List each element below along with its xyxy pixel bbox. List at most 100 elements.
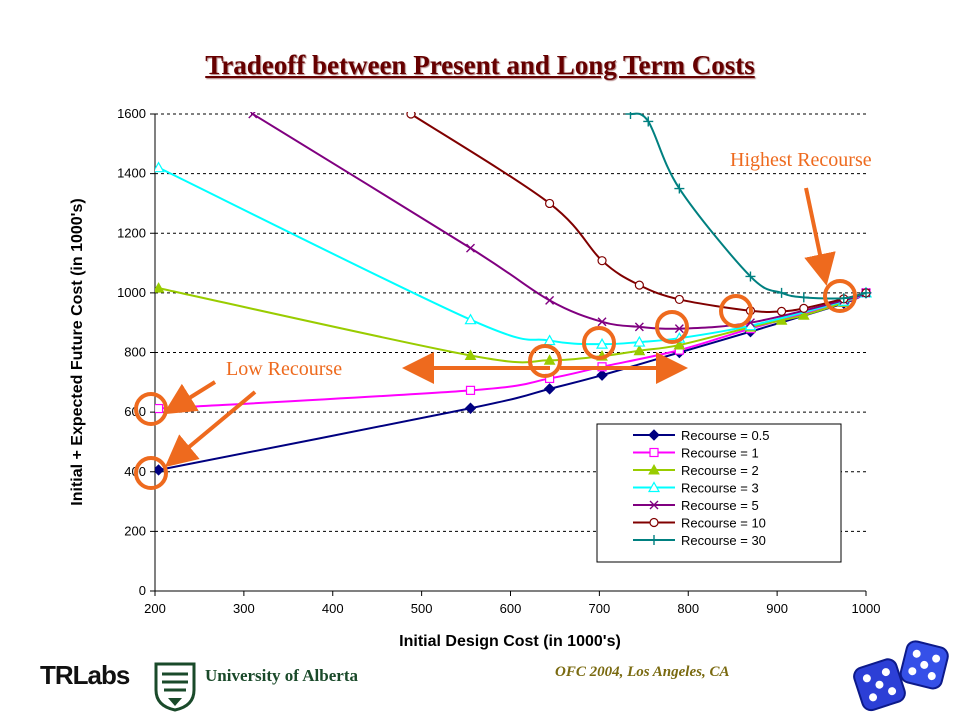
legend-item: Recourse = 1	[633, 446, 759, 461]
legend-item: Recourse = 3	[633, 481, 759, 496]
ua-logo-text: University of Alberta	[205, 666, 358, 685]
data-point	[465, 385, 476, 395]
data-point	[543, 354, 556, 365]
data-point	[634, 280, 644, 290]
gridlines	[155, 113, 866, 532]
highest-recourse-label: Highest Recourse	[730, 149, 872, 171]
data-point	[597, 317, 607, 327]
annotation-arrow	[804, 187, 836, 286]
data-point	[466, 243, 476, 253]
data-point	[797, 309, 810, 320]
data-point	[674, 324, 684, 334]
highlight-circle	[823, 279, 857, 313]
highlight-circle	[134, 456, 168, 490]
data-point	[597, 256, 607, 266]
data-point	[155, 161, 165, 173]
data-point	[543, 334, 556, 346]
data-point	[596, 369, 608, 381]
highlight-circle	[655, 310, 689, 344]
data-point	[776, 287, 787, 298]
legend-item: Recourse = 10	[633, 516, 766, 531]
y-tick-label: 1600	[117, 106, 146, 121]
legend-item: Recourse = 2	[633, 463, 759, 478]
legend: Recourse = 0.5 Recourse = 1 Recourse = 2 Re…	[596, 423, 842, 563]
series-layer	[155, 112, 872, 476]
trlabs-logo: TRLabs	[40, 660, 130, 691]
legend-marker	[648, 429, 660, 441]
data-point	[634, 322, 644, 332]
y-tick-label: 0	[139, 583, 146, 598]
data-point	[673, 339, 686, 350]
legend-item: Recourse = 30	[633, 533, 766, 548]
highlight-circle	[528, 344, 562, 378]
data-point	[674, 183, 685, 194]
series-7	[625, 112, 871, 304]
data-point	[838, 293, 849, 304]
y-tick-label: 1200	[117, 225, 146, 240]
data-point	[545, 295, 555, 305]
annotation-arrow	[164, 390, 257, 468]
y-tick-label: 1400	[117, 166, 146, 181]
data-point	[464, 349, 477, 360]
legend-label: Recourse = 3	[681, 481, 759, 496]
x-tick-label: 200	[144, 601, 166, 616]
data-point	[545, 198, 555, 209]
x-tick-label: 300	[233, 601, 255, 616]
x-tick-label: 1000	[852, 601, 881, 616]
highlight-circle	[582, 326, 616, 360]
legend-label: Recourse = 2	[681, 463, 759, 478]
legend-item: Recourse = 0.5	[633, 428, 770, 443]
data-point	[625, 112, 636, 119]
data-point	[745, 271, 756, 282]
x-tick-label: 600	[500, 601, 522, 616]
x-tick-label: 800	[677, 601, 699, 616]
legend-marker	[649, 500, 659, 510]
ua-crest-icon	[154, 662, 196, 712]
data-point	[633, 344, 646, 356]
y-tick-label: 800	[124, 345, 146, 360]
x-tick-label: 500	[411, 601, 433, 616]
legend-label: Recourse = 10	[681, 516, 766, 531]
series-line	[158, 166, 867, 346]
y-axis-label: Initial + Expected Future Cost (in 1000'…	[69, 198, 86, 505]
data-point	[596, 337, 609, 349]
highlight-circle	[719, 294, 753, 328]
data-point	[155, 464, 165, 476]
data-point	[406, 112, 416, 119]
y-tick-label: 200	[124, 523, 146, 538]
data-point	[643, 116, 654, 127]
legend-label: Recourse = 5	[681, 498, 759, 513]
data-point	[799, 303, 809, 313]
dice-icon	[853, 640, 949, 712]
data-point	[543, 383, 556, 395]
data-point	[464, 402, 477, 414]
data-point	[674, 294, 684, 305]
legend-label: Recourse = 0.5	[681, 428, 770, 443]
legend-marker	[649, 535, 659, 545]
legend-label: Recourse = 30	[681, 533, 766, 548]
data-point	[155, 282, 165, 293]
legend-marker	[649, 517, 659, 528]
data-point	[464, 313, 477, 325]
annotations	[134, 187, 857, 490]
x-tick-label: 700	[589, 601, 611, 616]
data-point	[248, 112, 258, 119]
low-recourse-label: Low Recourse	[226, 358, 342, 380]
series-line	[630, 112, 867, 300]
x-tick-label: 900	[766, 601, 788, 616]
legend-marker	[648, 463, 660, 475]
trlabs-logo-text: TRLabs	[40, 660, 130, 690]
data-point	[155, 403, 164, 414]
legend-marker	[649, 447, 659, 458]
data-point	[776, 306, 787, 316]
annotation-arrow	[163, 380, 217, 415]
data-point	[861, 287, 871, 298]
data-point	[633, 335, 646, 347]
slide-title: Tradeoff between Present and Long Term C…	[205, 50, 755, 80]
data-point	[798, 292, 809, 303]
series-6	[406, 112, 871, 316]
footer-text: OFC 2004, Los Angeles, CA	[555, 664, 730, 680]
legend-marker	[647, 481, 661, 493]
